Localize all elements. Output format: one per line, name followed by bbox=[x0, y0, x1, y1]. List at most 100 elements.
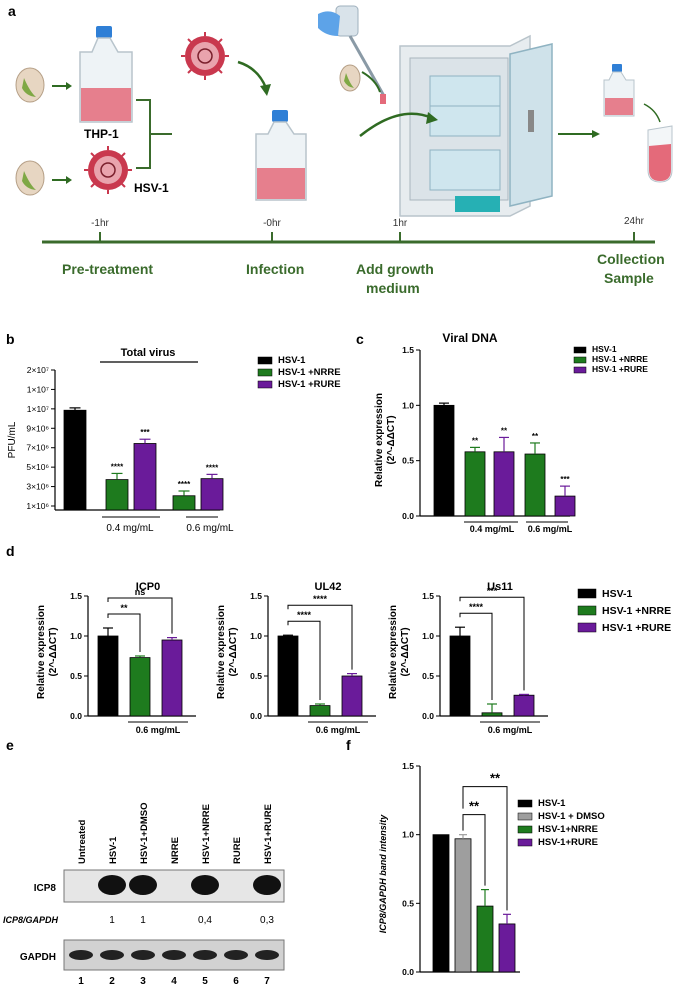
chart-title: ICP0 bbox=[136, 581, 160, 593]
y-tick-label: 3×10⁶ bbox=[26, 482, 49, 492]
legend-label: HSV-1 +NRRE bbox=[602, 605, 671, 617]
group-label: 0.4 mg/mL bbox=[106, 523, 154, 534]
significance-label: ** bbox=[501, 426, 508, 435]
lane-number: 1 bbox=[78, 976, 84, 987]
legend-swatch bbox=[257, 356, 273, 365]
time-label: -0hr bbox=[263, 218, 281, 229]
lane-label: HSV-1+RURE bbox=[263, 804, 274, 864]
significance-bracket bbox=[462, 814, 486, 886]
step-label: Sample bbox=[604, 270, 654, 286]
bar bbox=[481, 712, 503, 717]
significance-label: **** bbox=[206, 463, 219, 472]
y-tick-label: 0.5 bbox=[70, 671, 82, 681]
y-tick-label: 1.5 bbox=[422, 591, 434, 601]
group-label: 0.6 mg/mL bbox=[488, 725, 533, 735]
legend-swatch bbox=[573, 356, 587, 364]
bar bbox=[200, 478, 224, 511]
arrow-icon bbox=[643, 103, 661, 123]
bar bbox=[97, 635, 119, 717]
incubator-icon bbox=[399, 34, 553, 217]
significance-label: **** bbox=[469, 602, 484, 612]
lane-label: HSV-1+DMSO bbox=[139, 802, 150, 864]
y-tick-label: 1.5 bbox=[70, 591, 82, 601]
legend-swatch bbox=[257, 368, 273, 377]
step-label: Collection bbox=[597, 251, 665, 267]
y-tick-label: 1.5 bbox=[402, 345, 414, 355]
panel-e-letter: e bbox=[6, 737, 14, 753]
significance-label: ** bbox=[120, 603, 128, 613]
time-label: -1hr bbox=[91, 218, 109, 229]
group-label: 0.6 mg/mL bbox=[528, 524, 573, 534]
significance-label: **** bbox=[111, 462, 124, 471]
y-axis-label: Relative expression bbox=[388, 605, 399, 699]
panel-d-letter: d bbox=[6, 543, 15, 559]
bar bbox=[341, 675, 363, 717]
significance-bracket bbox=[462, 786, 508, 911]
arrow-icon bbox=[237, 60, 268, 89]
lane-number: 3 bbox=[140, 976, 146, 987]
virus-label: HSV-1 bbox=[134, 181, 169, 195]
legend-label: HSV-1 +RURE bbox=[278, 379, 341, 390]
panel-f-letter: f bbox=[346, 737, 351, 753]
legend-label: HSV-1 +RURE bbox=[592, 364, 648, 374]
bar bbox=[133, 443, 157, 511]
y-tick-label: 1×10⁷ bbox=[27, 404, 49, 414]
bar bbox=[476, 905, 494, 973]
arrow-icon bbox=[361, 71, 381, 93]
legend-swatch bbox=[573, 366, 587, 374]
bracket-icon bbox=[136, 99, 172, 169]
legend-swatch bbox=[577, 622, 597, 633]
legend-swatch bbox=[577, 605, 597, 616]
ratio-label: 1 bbox=[140, 915, 146, 926]
blot-band bbox=[191, 875, 219, 895]
panel-b: b Total virus PFU/mL 2×10⁷ 1×10⁷ 1×10⁷ 9×10… bbox=[6, 331, 341, 534]
row-label: ICP8/GAPDH bbox=[3, 915, 59, 925]
legend-label: HSV-1 +RURE bbox=[602, 622, 671, 634]
legend-label: HSV-1 +NRRE bbox=[592, 354, 648, 364]
y-tick-label: 1×10⁷ bbox=[27, 384, 49, 394]
blot-band bbox=[98, 875, 126, 895]
panel-f: f ICP8/GAPDH band intensity 0.0 0.5 1.0 1.5… bbox=[346, 737, 605, 977]
y-tick-label: 0.0 bbox=[402, 967, 414, 977]
significance-bracket bbox=[107, 597, 173, 634]
chart-title: Total virus bbox=[121, 347, 176, 359]
y-axis-label: (2^-ΔΔCT) bbox=[228, 627, 239, 676]
y-tick-label: 2×10⁷ bbox=[27, 365, 49, 375]
legend-swatch bbox=[517, 838, 533, 847]
blot-band bbox=[193, 950, 217, 960]
chart-title: Us11 bbox=[487, 581, 513, 593]
significance-label: **** bbox=[178, 480, 191, 489]
chart-title: UL42 bbox=[315, 581, 342, 593]
tube-icon bbox=[647, 125, 673, 183]
y-tick-label: 0.5 bbox=[402, 456, 414, 466]
row-label: ICP8 bbox=[34, 883, 57, 894]
y-tick-label: 5×10⁶ bbox=[26, 462, 49, 472]
y-axis-label: Relative expression bbox=[36, 605, 47, 699]
bar bbox=[63, 409, 87, 511]
ratio-label: 0,4 bbox=[198, 915, 212, 926]
time-label: 1hr bbox=[393, 218, 408, 229]
blot-band bbox=[131, 950, 155, 960]
bar bbox=[433, 404, 455, 517]
y-axis-label: (2^-ΔΔCT) bbox=[400, 627, 411, 676]
flask-icon bbox=[255, 110, 307, 201]
y-tick-label: 0.5 bbox=[402, 898, 414, 908]
bar bbox=[513, 694, 535, 717]
legend-label: HSV-1 bbox=[538, 798, 566, 809]
significance-bracket bbox=[459, 612, 493, 700]
blot-band bbox=[69, 950, 93, 960]
panel-c: c Viral DNA Relative expression (2^-ΔΔCT… bbox=[356, 331, 648, 534]
y-axis-label: (2^-ΔΔCT) bbox=[48, 627, 59, 676]
significance-label: ** bbox=[469, 799, 480, 814]
legend-swatch bbox=[257, 380, 273, 389]
lane-number: 7 bbox=[264, 976, 270, 987]
bar bbox=[498, 923, 516, 973]
panel-e: e Untreated HSV-1 HSV-1+DMSO NRRE HSV-1+NRRE… bbox=[3, 737, 285, 987]
significance-label: ns bbox=[135, 587, 146, 597]
legend-label: HSV-1+RURE bbox=[538, 837, 598, 848]
panel-a-letter: a bbox=[8, 3, 16, 19]
y-tick-label: 0.5 bbox=[250, 671, 262, 681]
pistachio-icon bbox=[339, 64, 361, 92]
